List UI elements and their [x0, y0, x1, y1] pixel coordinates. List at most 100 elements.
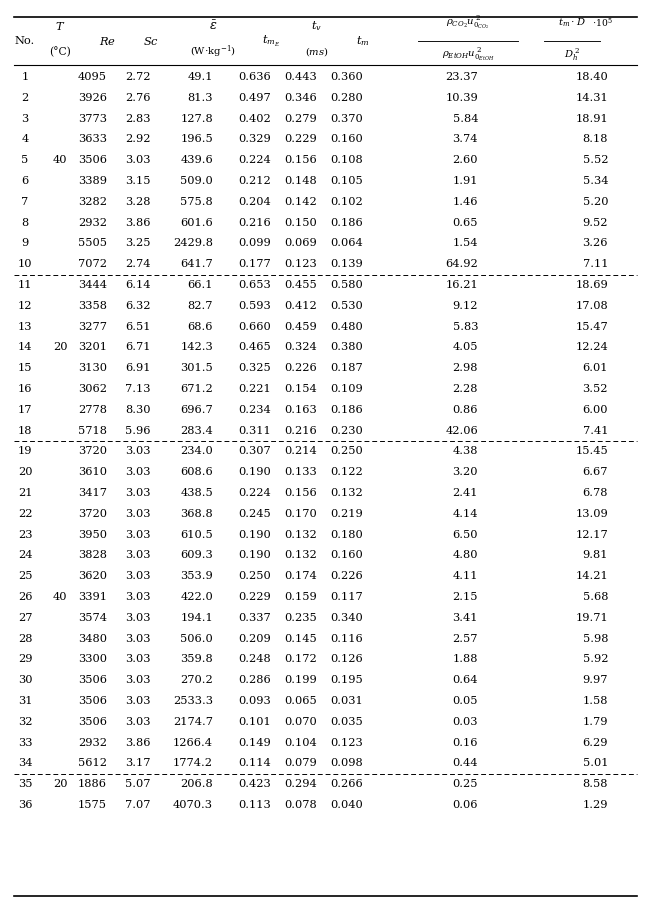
Text: 0.113: 0.113 — [238, 800, 271, 810]
Text: 301.5: 301.5 — [180, 363, 213, 373]
Text: 641.7: 641.7 — [180, 259, 213, 269]
Text: 3389: 3389 — [78, 176, 107, 186]
Text: 0.248: 0.248 — [238, 654, 271, 664]
Text: 16.21: 16.21 — [445, 280, 478, 290]
Text: 64.92: 64.92 — [445, 259, 478, 269]
Text: 35: 35 — [18, 779, 33, 789]
Text: $(ms)$: $(ms)$ — [305, 46, 329, 58]
Text: 0.294: 0.294 — [284, 779, 317, 789]
Text: 66.1: 66.1 — [187, 280, 213, 290]
Text: 0.06: 0.06 — [452, 800, 478, 810]
Text: 3.17: 3.17 — [126, 758, 151, 768]
Text: 0.187: 0.187 — [330, 363, 363, 373]
Text: 2.83: 2.83 — [126, 114, 151, 124]
Text: 0.250: 0.250 — [238, 571, 271, 581]
Text: 1.79: 1.79 — [583, 717, 608, 727]
Text: 0.099: 0.099 — [238, 238, 271, 248]
Text: 3.03: 3.03 — [126, 447, 151, 457]
Text: 10.39: 10.39 — [445, 93, 478, 103]
Text: 0.069: 0.069 — [284, 238, 317, 248]
Text: 6.14: 6.14 — [126, 280, 151, 290]
Text: 0.126: 0.126 — [330, 654, 363, 664]
Text: $D_h^{\;2}$: $D_h^{\;2}$ — [564, 47, 580, 63]
Text: 3.86: 3.86 — [126, 738, 151, 748]
Text: 609.3: 609.3 — [180, 551, 213, 561]
Text: $\bar{\epsilon}$: $\bar{\epsilon}$ — [209, 19, 217, 33]
Text: 0.123: 0.123 — [284, 259, 317, 269]
Text: 0.123: 0.123 — [330, 738, 363, 748]
Text: 6.50: 6.50 — [452, 530, 478, 540]
Text: 3926: 3926 — [78, 93, 107, 103]
Text: 0.078: 0.078 — [284, 800, 317, 810]
Text: $Re$: $Re$ — [98, 35, 115, 47]
Text: $\rho_{EtOH}u_{0_{EtOH}}^{\;2}$: $\rho_{EtOH}u_{0_{EtOH}}^{\;2}$ — [441, 46, 494, 63]
Text: 0.86: 0.86 — [452, 405, 478, 415]
Text: 0.286: 0.286 — [238, 675, 271, 685]
Text: 14.31: 14.31 — [575, 93, 608, 103]
Text: 1.46: 1.46 — [452, 197, 478, 207]
Text: 359.8: 359.8 — [180, 654, 213, 664]
Text: 0.186: 0.186 — [330, 217, 363, 228]
Text: 196.5: 196.5 — [180, 135, 213, 145]
Text: 3.25: 3.25 — [126, 238, 151, 248]
Text: 21: 21 — [18, 488, 33, 498]
Text: 2.72: 2.72 — [126, 72, 151, 82]
Text: 6.78: 6.78 — [583, 488, 608, 498]
Text: 0.199: 0.199 — [284, 675, 317, 685]
Text: 353.9: 353.9 — [180, 571, 213, 581]
Text: 0.102: 0.102 — [330, 197, 363, 207]
Text: 3358: 3358 — [78, 301, 107, 311]
Text: 20: 20 — [53, 342, 67, 352]
Text: 0.44: 0.44 — [452, 758, 478, 768]
Text: 142.3: 142.3 — [180, 342, 213, 352]
Text: 2429.8: 2429.8 — [173, 238, 213, 248]
Text: 18: 18 — [18, 426, 33, 436]
Text: 0.172: 0.172 — [284, 654, 317, 664]
Text: 2.92: 2.92 — [126, 135, 151, 145]
Text: 3.03: 3.03 — [126, 488, 151, 498]
Text: 3610: 3610 — [78, 467, 107, 477]
Text: 0.148: 0.148 — [284, 176, 317, 186]
Text: 0.190: 0.190 — [238, 551, 271, 561]
Text: 0.216: 0.216 — [238, 217, 271, 228]
Text: 26: 26 — [18, 592, 33, 602]
Text: 4.11: 4.11 — [452, 571, 478, 581]
Text: 206.8: 206.8 — [180, 779, 213, 789]
Text: 4.14: 4.14 — [452, 509, 478, 519]
Text: 3720: 3720 — [78, 509, 107, 519]
Text: 0.337: 0.337 — [238, 612, 271, 622]
Text: 3.03: 3.03 — [126, 592, 151, 602]
Text: 0.156: 0.156 — [284, 488, 317, 498]
Text: 33: 33 — [18, 738, 33, 748]
Text: 5.83: 5.83 — [452, 321, 478, 331]
Text: 0.070: 0.070 — [284, 717, 317, 727]
Text: 0.132: 0.132 — [330, 488, 363, 498]
Text: 1.29: 1.29 — [583, 800, 608, 810]
Text: 23.37: 23.37 — [445, 72, 478, 82]
Text: 3506: 3506 — [78, 717, 107, 727]
Text: $t_m \cdot D$: $t_m \cdot D$ — [558, 16, 586, 29]
Text: 0.209: 0.209 — [238, 633, 271, 643]
Text: 0.160: 0.160 — [330, 135, 363, 145]
Text: 6: 6 — [21, 176, 29, 186]
Text: 0.636: 0.636 — [238, 72, 271, 82]
Text: 438.5: 438.5 — [180, 488, 213, 498]
Text: 12: 12 — [18, 301, 33, 311]
Text: 13: 13 — [18, 321, 33, 331]
Text: 19.71: 19.71 — [575, 612, 608, 622]
Text: 2.76: 2.76 — [126, 93, 151, 103]
Text: 8.30: 8.30 — [126, 405, 151, 415]
Text: 1575: 1575 — [78, 800, 107, 810]
Text: 283.4: 283.4 — [180, 426, 213, 436]
Text: 15.45: 15.45 — [575, 447, 608, 457]
Text: 0.324: 0.324 — [284, 342, 317, 352]
Text: 5505: 5505 — [78, 238, 107, 248]
Text: 0.250: 0.250 — [330, 447, 363, 457]
Text: 2174.7: 2174.7 — [173, 717, 213, 727]
Text: 1.91: 1.91 — [452, 176, 478, 186]
Text: 6.00: 6.00 — [583, 405, 608, 415]
Text: 3633: 3633 — [78, 135, 107, 145]
Text: 0.139: 0.139 — [330, 259, 363, 269]
Text: 0.154: 0.154 — [284, 384, 317, 394]
Text: 0.226: 0.226 — [330, 571, 363, 581]
